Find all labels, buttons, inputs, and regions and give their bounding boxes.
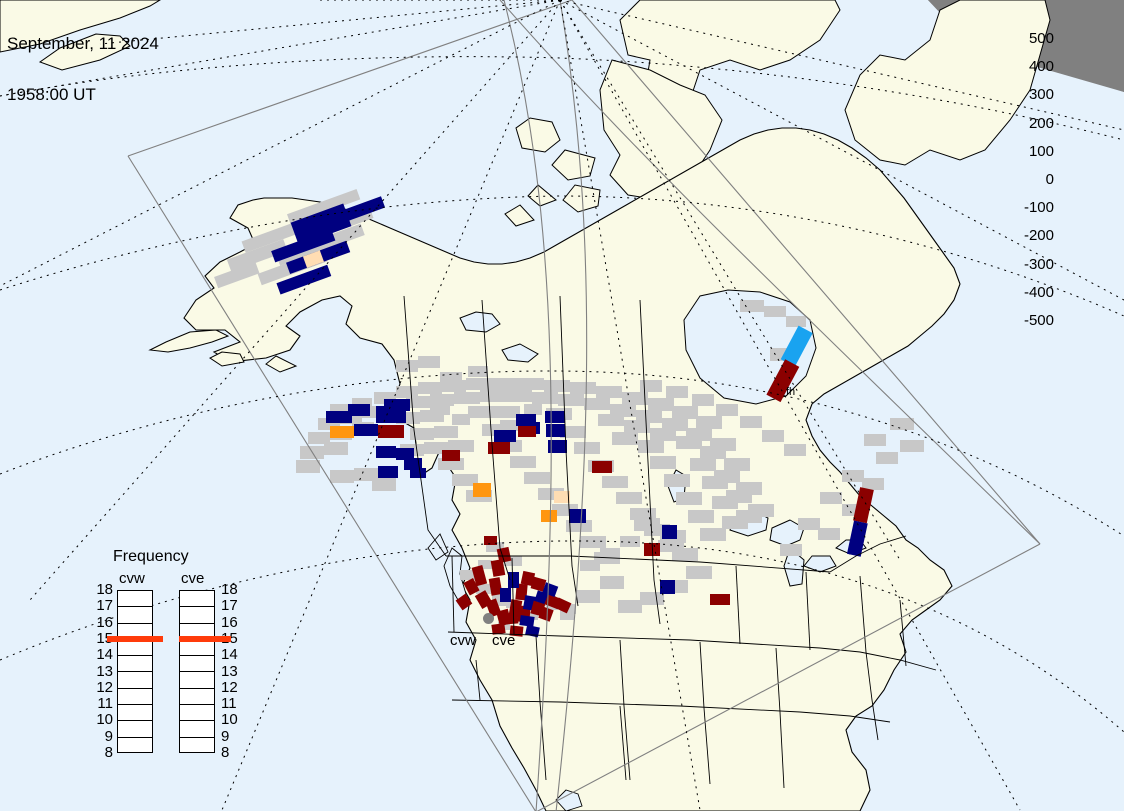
timestamp-header: September, 11 2024 1958:00 UT <box>7 1 159 137</box>
frequency-tick-label: 15 <box>96 629 113 647</box>
site-label-cve: cve <box>492 632 516 649</box>
colorbar-tick-label: -300 <box>1023 255 1054 273</box>
frequency-tick-label: 9 <box>104 727 113 745</box>
landmass-kodiak <box>265 355 298 373</box>
frequency-tick-label: 8 <box>221 744 230 761</box>
landmass-greenland <box>844 0 1051 166</box>
colorbar-tick-label: 100 <box>1028 142 1054 160</box>
colorbar-tick-label: 200 <box>1028 114 1054 132</box>
header-time: 1958:00 UT <box>7 85 96 104</box>
frequency-cell <box>180 656 214 673</box>
radar-site-marker <box>483 613 494 624</box>
landmass-alaska-peninsula <box>148 329 230 353</box>
frequency-tick-label: 10 <box>96 711 113 729</box>
frequency-scale-box <box>117 590 153 753</box>
landmass-island-b <box>551 149 596 181</box>
frequency-cell <box>118 591 152 608</box>
frequency-tick-label: 16 <box>96 613 113 631</box>
frequency-legend: Frequency cvw 18 17 16 15 14 13 12 11 10 9 8 cve 1… <box>95 548 265 788</box>
frequency-radar-name: cvw <box>119 570 145 587</box>
frequency-tick-label: 18 <box>221 581 238 598</box>
water-lake-erie <box>803 555 837 573</box>
frequency-tick-label: 16 <box>221 613 238 631</box>
frequency-tick-label: 18 <box>96 581 113 598</box>
frequency-tick-label: 9 <box>221 727 230 745</box>
site-label-cvw: cvw <box>450 632 476 649</box>
frequency-tick-label: 13 <box>96 662 113 680</box>
colorbar-tick-label: 400 <box>1028 58 1054 76</box>
frequency-cell <box>118 689 152 706</box>
frequency-cell <box>118 672 152 689</box>
landmass-chukotka <box>38 33 131 71</box>
frequency-cell <box>118 738 152 754</box>
site-label-fh: fh <box>786 386 796 398</box>
frequency-marker <box>107 635 163 642</box>
colorbar-tick-label: -400 <box>1023 283 1054 301</box>
frequency-cell <box>118 640 152 657</box>
frequency-cell <box>180 672 214 689</box>
frequency-cell <box>180 705 214 722</box>
frequency-cell <box>118 656 152 673</box>
field-of-view-boundary <box>127 0 1041 811</box>
water-lake-michigan <box>783 547 805 587</box>
water-great-bear-lake <box>459 311 501 333</box>
water-vancouver-inlet <box>427 533 449 561</box>
frequency-tick-label: 12 <box>221 678 238 696</box>
frequency-cell <box>180 689 214 706</box>
political-borders <box>403 295 937 789</box>
landmass-aleutian-islands <box>209 351 245 367</box>
colorbar-tick-label: 300 <box>1028 86 1054 104</box>
header-date: September, 11 2024 <box>7 34 159 53</box>
landmass-island-a <box>515 117 561 153</box>
frequency-tick-label: 17 <box>96 597 113 615</box>
frequency-tick-label: 10 <box>221 711 238 729</box>
colorbar-tick-label: 0 <box>1045 171 1054 188</box>
frequency-cell <box>118 721 152 738</box>
frequency-cell <box>180 607 214 624</box>
velocity-cells-layer <box>271 196 874 638</box>
colorbar-tick-label: 500 <box>1028 30 1054 47</box>
frequency-scale-box <box>179 590 215 753</box>
colorbar-tick-label: -500 <box>1023 312 1054 329</box>
frequency-cell <box>118 607 152 624</box>
colorbar-tick-label: -100 <box>1023 199 1054 217</box>
landmass-island-c <box>562 184 601 213</box>
frequency-tick-label: 17 <box>221 597 238 615</box>
frequency-tick-label: 11 <box>221 695 237 713</box>
water-great-slave-lake <box>501 343 539 363</box>
frequency-radar-name: cve <box>181 570 205 587</box>
colorbar-tick-label: -200 <box>1023 227 1054 245</box>
frequency-cell <box>118 705 152 722</box>
frequency-tick-label: 14 <box>221 646 238 664</box>
velocity-colorbar: Velocity (m/s) 5004003002001000-100-200-… <box>1000 0 1124 340</box>
frequency-tick-label: 8 <box>104 744 113 761</box>
frequency-cell <box>180 738 214 754</box>
frequency-tick-label: 13 <box>221 662 238 680</box>
frequency-tick-label: 11 <box>97 695 113 713</box>
frequency-cell <box>180 591 214 608</box>
frequency-title: Frequency <box>113 548 189 565</box>
frequency-cell <box>180 640 214 657</box>
frequency-cell <box>180 721 214 738</box>
frequency-tick-label: 14 <box>96 646 113 664</box>
frequency-marker <box>179 635 231 642</box>
landmass-island-e <box>504 204 535 227</box>
frequency-tick-label: 12 <box>96 678 113 696</box>
landmass-siberia <box>0 0 161 53</box>
